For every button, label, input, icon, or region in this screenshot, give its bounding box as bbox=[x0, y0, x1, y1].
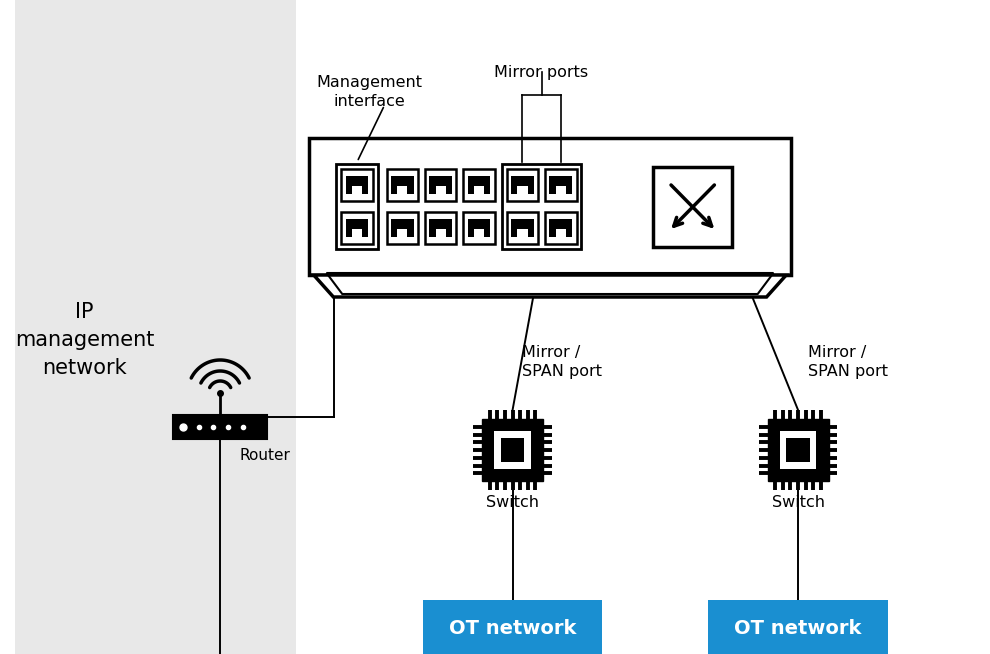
Bar bbox=[482, 419, 544, 481]
Bar bbox=[555, 230, 566, 237]
Bar bbox=[309, 138, 791, 275]
Bar bbox=[173, 415, 267, 439]
Bar bbox=[545, 212, 576, 244]
Bar bbox=[430, 220, 452, 237]
Text: OT network: OT network bbox=[448, 619, 576, 638]
Text: Mirror /
SPAN port: Mirror / SPAN port bbox=[523, 345, 602, 379]
Text: Mirror /
SPAN port: Mirror / SPAN port bbox=[808, 345, 888, 379]
Bar bbox=[511, 177, 534, 194]
Bar bbox=[342, 212, 373, 244]
Bar bbox=[425, 212, 456, 244]
Bar bbox=[467, 177, 490, 194]
Bar bbox=[474, 186, 484, 194]
Bar bbox=[391, 220, 414, 237]
Bar bbox=[502, 164, 581, 249]
Bar bbox=[709, 600, 888, 654]
Bar bbox=[518, 230, 528, 237]
Bar bbox=[463, 212, 495, 244]
Bar bbox=[555, 186, 566, 194]
Text: Management
interface: Management interface bbox=[317, 75, 423, 109]
Bar bbox=[436, 230, 446, 237]
Bar bbox=[786, 438, 810, 462]
Bar bbox=[463, 169, 495, 201]
Bar bbox=[436, 186, 446, 194]
Bar bbox=[386, 212, 418, 244]
Bar bbox=[545, 169, 576, 201]
Polygon shape bbox=[314, 275, 786, 297]
Bar bbox=[423, 600, 602, 654]
Bar bbox=[391, 177, 414, 194]
Bar bbox=[337, 164, 378, 249]
Bar bbox=[386, 169, 418, 201]
Text: OT network: OT network bbox=[735, 619, 861, 638]
Bar bbox=[351, 186, 362, 194]
Bar bbox=[518, 186, 528, 194]
Bar bbox=[780, 432, 817, 469]
Bar bbox=[342, 169, 373, 201]
Text: Mirror ports: Mirror ports bbox=[494, 65, 588, 80]
Bar bbox=[507, 212, 539, 244]
Bar bbox=[549, 177, 572, 194]
Bar bbox=[501, 438, 524, 462]
Bar bbox=[507, 169, 539, 201]
Text: Switch: Switch bbox=[486, 495, 540, 510]
Bar bbox=[767, 419, 829, 481]
Bar bbox=[346, 220, 368, 237]
Bar bbox=[425, 169, 456, 201]
Bar bbox=[397, 230, 408, 237]
Bar bbox=[296, 0, 990, 654]
Bar bbox=[346, 177, 368, 194]
Bar bbox=[549, 220, 572, 237]
Bar bbox=[430, 177, 452, 194]
Bar bbox=[16, 0, 296, 654]
Text: Switch: Switch bbox=[771, 495, 825, 510]
Text: IP
management
network: IP management network bbox=[15, 302, 154, 378]
Text: Router: Router bbox=[240, 447, 291, 462]
Bar bbox=[494, 432, 531, 469]
Bar bbox=[653, 167, 732, 247]
Bar bbox=[351, 230, 362, 237]
Bar bbox=[474, 230, 484, 237]
Bar bbox=[511, 220, 534, 237]
Bar bbox=[397, 186, 408, 194]
Bar bbox=[467, 220, 490, 237]
